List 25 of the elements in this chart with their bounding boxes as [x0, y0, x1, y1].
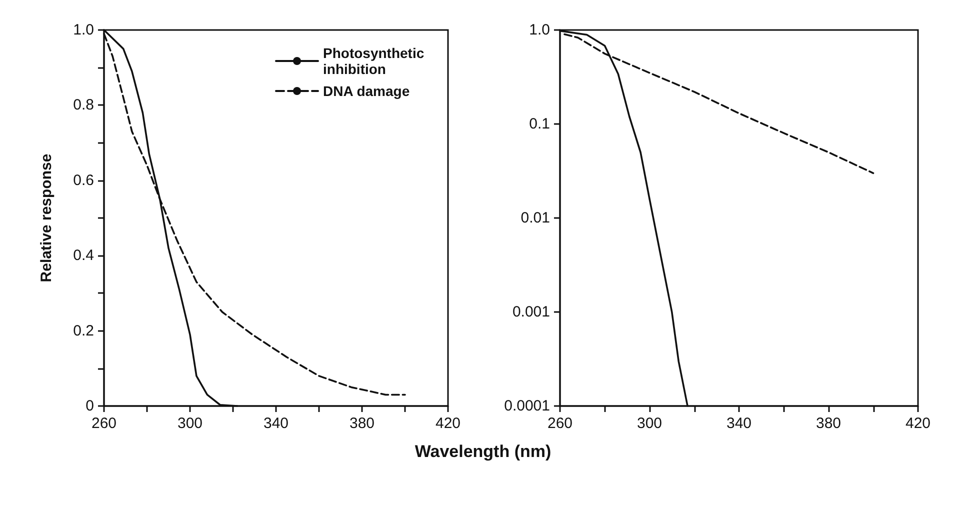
x-tick-label: 420 [435, 415, 461, 432]
legend-label: DNA damage [323, 83, 410, 99]
y-tick-label: 0.8 [73, 96, 94, 114]
y-tick-label: 0.01 [520, 210, 550, 226]
x-tick-label: 340 [263, 415, 289, 432]
y-tick-label: 1.0 [529, 22, 550, 38]
y-tick-label: 0.001 [512, 304, 550, 320]
x-tick-label: 340 [726, 415, 752, 432]
y-tick-label: 0.6 [73, 172, 94, 189]
x-tick-label: 420 [905, 415, 931, 432]
y-tick-label: 0 [86, 398, 94, 414]
y-tick-label: 0.4 [73, 247, 94, 264]
y-tick-label: 0.1 [529, 116, 550, 132]
y-axis-title: Relative response [38, 154, 55, 282]
x-tick-label: 300 [177, 415, 203, 432]
x-tick-label: 380 [349, 415, 375, 432]
y-tick-label: 1.0 [73, 22, 94, 38]
y-tick-label: 0.2 [73, 322, 94, 340]
x-tick-label: 380 [816, 415, 842, 432]
x-tick-label: 300 [636, 415, 662, 432]
x-tick-label: 260 [547, 415, 573, 432]
x-tick-label: 260 [91, 415, 117, 432]
x-axis-title: Wavelength (nm) [414, 442, 552, 462]
legend-label: Photosynthetic inhibition [323, 45, 428, 77]
y-tick-label: 0.0001 [504, 398, 550, 414]
